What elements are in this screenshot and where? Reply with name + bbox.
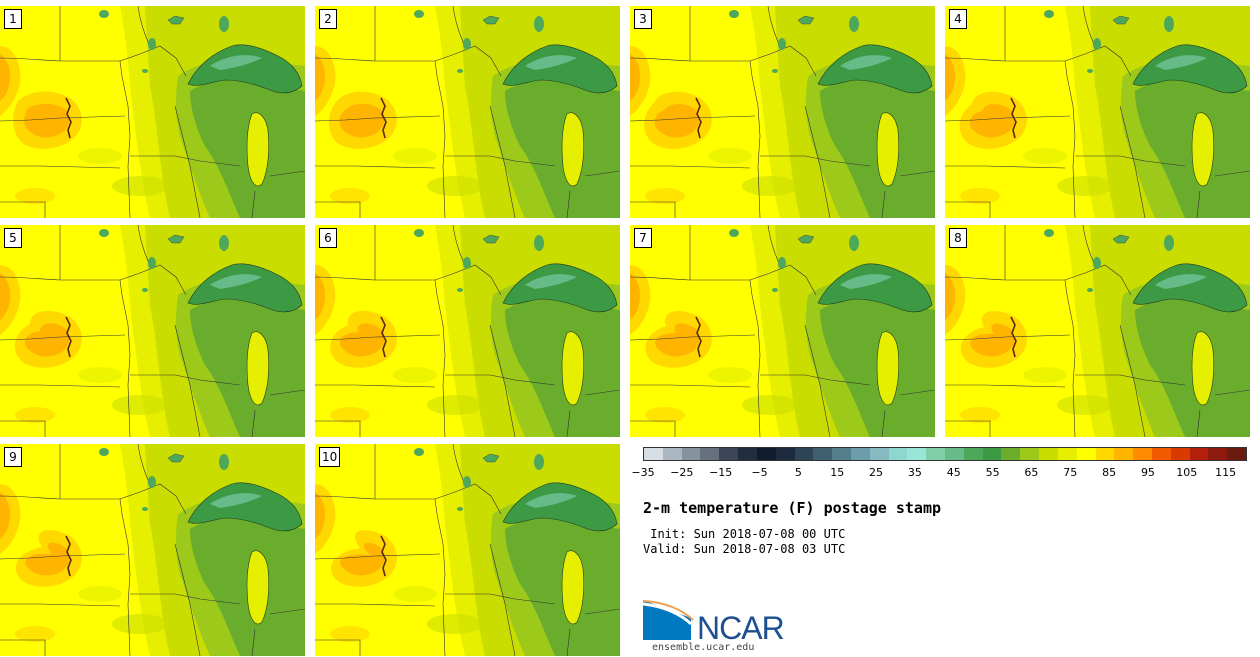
colorbar-tick-label: −35 bbox=[631, 466, 655, 479]
valid-time: Valid: Sun 2018-07-08 03 UTC bbox=[643, 542, 846, 556]
map-panel-4: 4 bbox=[945, 6, 1250, 218]
colorbar-tick-label: −15 bbox=[709, 466, 733, 479]
colorbar-swatch bbox=[813, 448, 833, 460]
member-number-label: 5 bbox=[4, 228, 22, 248]
temperature-map bbox=[630, 225, 935, 437]
member-number-label: 10 bbox=[319, 447, 341, 467]
ensemble-url: ensemble.ucar.edu bbox=[652, 642, 755, 653]
map-panel-5: 5 bbox=[0, 225, 305, 437]
colorbar-tick-label: 105 bbox=[1176, 466, 1198, 479]
member-number-label: 3 bbox=[634, 9, 652, 29]
member-number-label: 9 bbox=[4, 447, 22, 467]
colorbar-swatch bbox=[1057, 448, 1077, 460]
ncar-logo-text: NCAR bbox=[697, 610, 785, 646]
colorbar-swatch bbox=[1170, 448, 1190, 460]
colorbar-swatch bbox=[644, 448, 663, 460]
map-panel-1: 1 bbox=[0, 6, 305, 218]
member-number-label: 8 bbox=[949, 228, 967, 248]
colorbar-swatch bbox=[775, 448, 795, 460]
colorbar-swatch bbox=[1114, 448, 1134, 460]
temperature-map bbox=[0, 444, 305, 656]
temperature-colorbar bbox=[643, 447, 1247, 461]
member-number-label: 1 bbox=[4, 9, 22, 29]
colorbar-swatch bbox=[1076, 448, 1096, 460]
colorbar-tick-label: 65 bbox=[1024, 466, 1039, 479]
colorbar-swatch bbox=[1133, 448, 1152, 460]
colorbar-swatch bbox=[1001, 448, 1021, 460]
colorbar-swatch bbox=[869, 448, 889, 460]
ncar-logo-icon bbox=[643, 600, 694, 640]
temperature-map bbox=[315, 6, 620, 218]
member-number-label: 6 bbox=[319, 228, 337, 248]
colorbar-tick-label: −5 bbox=[751, 466, 768, 479]
member-number-label: 2 bbox=[319, 9, 337, 29]
figure-title: 2-m temperature (F) postage stamp bbox=[643, 499, 942, 517]
colorbar-tick-label: 35 bbox=[907, 466, 922, 479]
temperature-map bbox=[945, 225, 1250, 437]
map-panel-10: 10 bbox=[315, 444, 620, 656]
colorbar-swatch bbox=[1151, 448, 1171, 460]
colorbar-tick-label: 55 bbox=[985, 466, 1000, 479]
colorbar-tick-label: 15 bbox=[830, 466, 845, 479]
colorbar-swatch bbox=[1208, 448, 1228, 460]
colorbar-swatch bbox=[662, 448, 682, 460]
map-panel-8: 8 bbox=[945, 225, 1250, 437]
colorbar-swatch bbox=[1020, 448, 1040, 460]
member-number-label: 7 bbox=[634, 228, 652, 248]
colorbar-tick-label: 115 bbox=[1215, 466, 1237, 479]
temperature-map bbox=[0, 6, 305, 218]
init-time: Init: Sun 2018-07-08 00 UTC bbox=[643, 527, 846, 541]
colorbar-swatch bbox=[700, 448, 720, 460]
temperature-map bbox=[315, 225, 620, 437]
colorbar-tick-label: −25 bbox=[670, 466, 694, 479]
map-panel-2: 2 bbox=[315, 6, 620, 218]
colorbar-swatch bbox=[681, 448, 701, 460]
temperature-map bbox=[630, 6, 935, 218]
colorbar-swatch bbox=[850, 448, 870, 460]
map-panel-7: 7 bbox=[630, 225, 935, 437]
colorbar-swatch bbox=[963, 448, 983, 460]
map-panel-9: 9 bbox=[0, 444, 305, 656]
map-panel-6: 6 bbox=[315, 225, 620, 437]
member-number-label: 4 bbox=[949, 9, 967, 29]
colorbar-swatch bbox=[1095, 448, 1115, 460]
colorbar-tick-label: 95 bbox=[1140, 466, 1155, 479]
colorbar-swatch bbox=[945, 448, 964, 460]
colorbar-swatch bbox=[719, 448, 739, 460]
colorbar-tick-label: 45 bbox=[946, 466, 961, 479]
colorbar-swatch bbox=[832, 448, 851, 460]
colorbar-swatch bbox=[926, 448, 945, 460]
colorbar-swatch bbox=[888, 448, 908, 460]
colorbar-swatch bbox=[738, 448, 757, 460]
colorbar-tick-label: 75 bbox=[1063, 466, 1078, 479]
colorbar-tick-label: 25 bbox=[869, 466, 884, 479]
colorbar-tick-labels: −35 −25 −15 −5 5 15 25 35 45 55 65 75 85 95 105 115 bbox=[631, 466, 1247, 480]
temperature-map bbox=[0, 225, 305, 437]
map-panel-3: 3 bbox=[630, 6, 935, 218]
colorbar-tick-label: 85 bbox=[1102, 466, 1117, 479]
colorbar-swatch bbox=[907, 448, 927, 460]
temperature-map bbox=[945, 6, 1250, 218]
colorbar-swatch bbox=[1227, 448, 1246, 460]
colorbar-swatch bbox=[756, 448, 776, 460]
colorbar-swatch bbox=[794, 448, 814, 460]
colorbar-tick-label: 5 bbox=[794, 466, 802, 479]
colorbar-swatch bbox=[1039, 448, 1058, 460]
colorbar-swatch bbox=[982, 448, 1002, 460]
colorbar-swatch bbox=[1189, 448, 1209, 460]
temperature-map bbox=[315, 444, 620, 656]
